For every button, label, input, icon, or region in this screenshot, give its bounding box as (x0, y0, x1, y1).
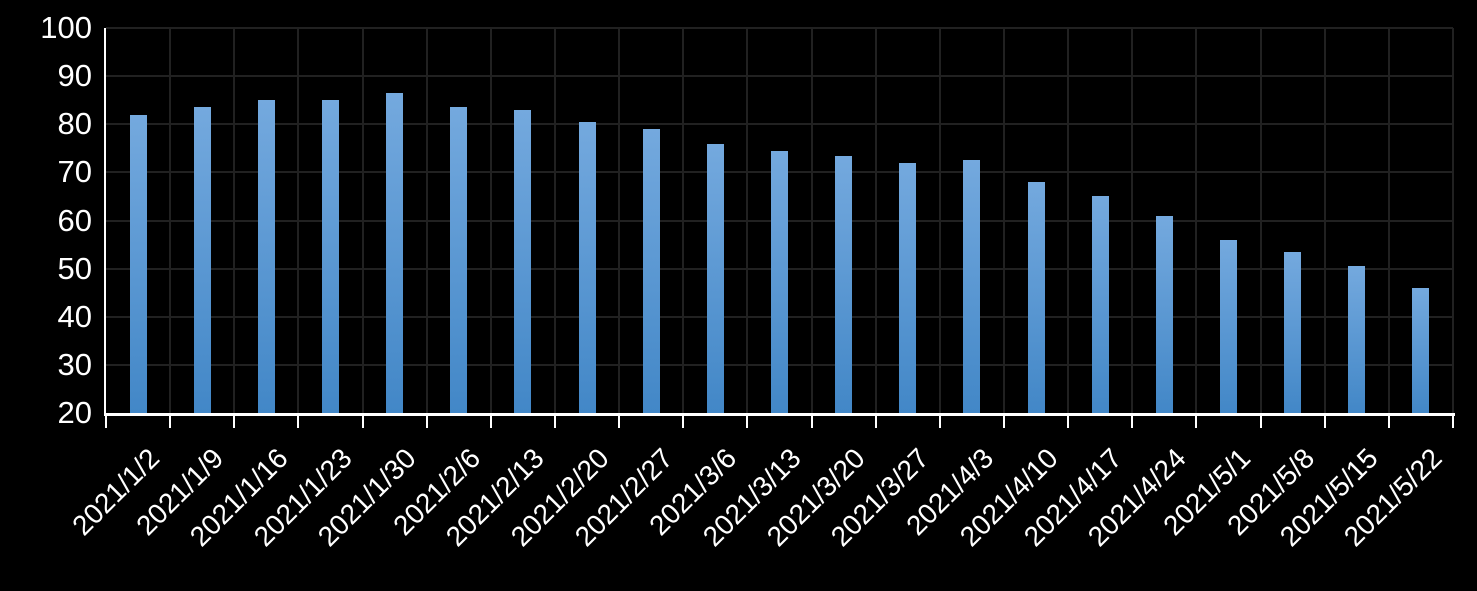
vertical-gridline (1323, 28, 1326, 413)
bar (1027, 182, 1045, 413)
vertical-gridline (1259, 28, 1262, 413)
horizontal-gridline (106, 75, 1453, 78)
x-axis-tick (1387, 416, 1390, 428)
horizontal-gridline (106, 123, 1453, 126)
bar (514, 109, 532, 413)
x-axis-tick (233, 416, 236, 428)
bar (835, 155, 853, 413)
vertical-gridline (810, 28, 813, 413)
y-axis-tick-label: 60 (57, 202, 92, 238)
y-axis-tick-label: 20 (57, 394, 92, 430)
vertical-gridline (554, 28, 556, 413)
vertical-gridline (1003, 28, 1005, 413)
bar (1091, 196, 1109, 413)
x-axis-tick (746, 416, 749, 428)
vertical-gridline (1195, 28, 1198, 413)
bar (899, 162, 917, 413)
x-axis-tick (874, 416, 877, 428)
x-axis-tick (618, 416, 621, 428)
vertical-gridline (1452, 28, 1454, 413)
bar (1284, 251, 1302, 413)
vertical-gridline (489, 28, 492, 413)
bar (193, 107, 211, 413)
vertical-gridline (1131, 28, 1134, 413)
vertical-gridline (874, 28, 877, 413)
bar (963, 160, 981, 413)
bar (450, 107, 468, 413)
x-axis-tick (361, 416, 364, 428)
y-axis-tick-label: 70 (57, 154, 92, 190)
x-axis-line (104, 413, 1455, 416)
y-axis-tick-label: 80 (57, 106, 92, 142)
y-axis-tick-label: 30 (57, 346, 92, 382)
y-axis-tick-label: 40 (57, 298, 92, 334)
x-axis-tick (938, 416, 941, 428)
y-axis-tick-label: 100 (40, 9, 92, 45)
x-axis-tick (297, 416, 300, 428)
x-axis-tick (1323, 416, 1326, 428)
vertical-gridline (682, 28, 685, 413)
vertical-gridline (361, 28, 364, 413)
vertical-gridline (1067, 28, 1070, 413)
vertical-gridline (746, 28, 749, 413)
y-axis-tick-label: 50 (57, 250, 92, 286)
vertical-gridline (425, 28, 428, 413)
x-axis-tick (425, 416, 428, 428)
bar (129, 114, 147, 413)
vertical-gridline (1387, 28, 1390, 413)
x-axis-tick (105, 416, 107, 428)
x-axis-tick (1003, 416, 1005, 428)
bar (1412, 287, 1430, 413)
x-axis-tick (554, 416, 556, 428)
vertical-gridline (938, 28, 941, 413)
vertical-gridline (297, 28, 300, 413)
x-axis-tick (169, 416, 172, 428)
bar (1220, 239, 1237, 413)
x-axis-tick (1131, 416, 1134, 428)
x-axis-tick (1067, 416, 1070, 428)
bar (578, 121, 596, 413)
y-axis-tick-label: 90 (57, 58, 92, 94)
bar (1155, 215, 1173, 413)
bar (322, 100, 339, 413)
vertical-gridline (618, 28, 621, 413)
y-axis-line (104, 28, 106, 416)
x-axis-tick (810, 416, 813, 428)
bar (771, 150, 788, 413)
vertical-gridline (233, 28, 236, 413)
vertical-gridline (169, 28, 172, 413)
x-axis-tick (682, 416, 685, 428)
x-axis-tick (489, 416, 492, 428)
x-axis-tick (1452, 416, 1454, 428)
bar (1348, 266, 1366, 413)
bar (642, 129, 660, 413)
bar (257, 100, 275, 413)
horizontal-gridline (106, 27, 1453, 29)
x-axis-tick (1195, 416, 1198, 428)
x-axis-tick (1259, 416, 1262, 428)
bar (706, 143, 724, 413)
bar (386, 92, 404, 413)
